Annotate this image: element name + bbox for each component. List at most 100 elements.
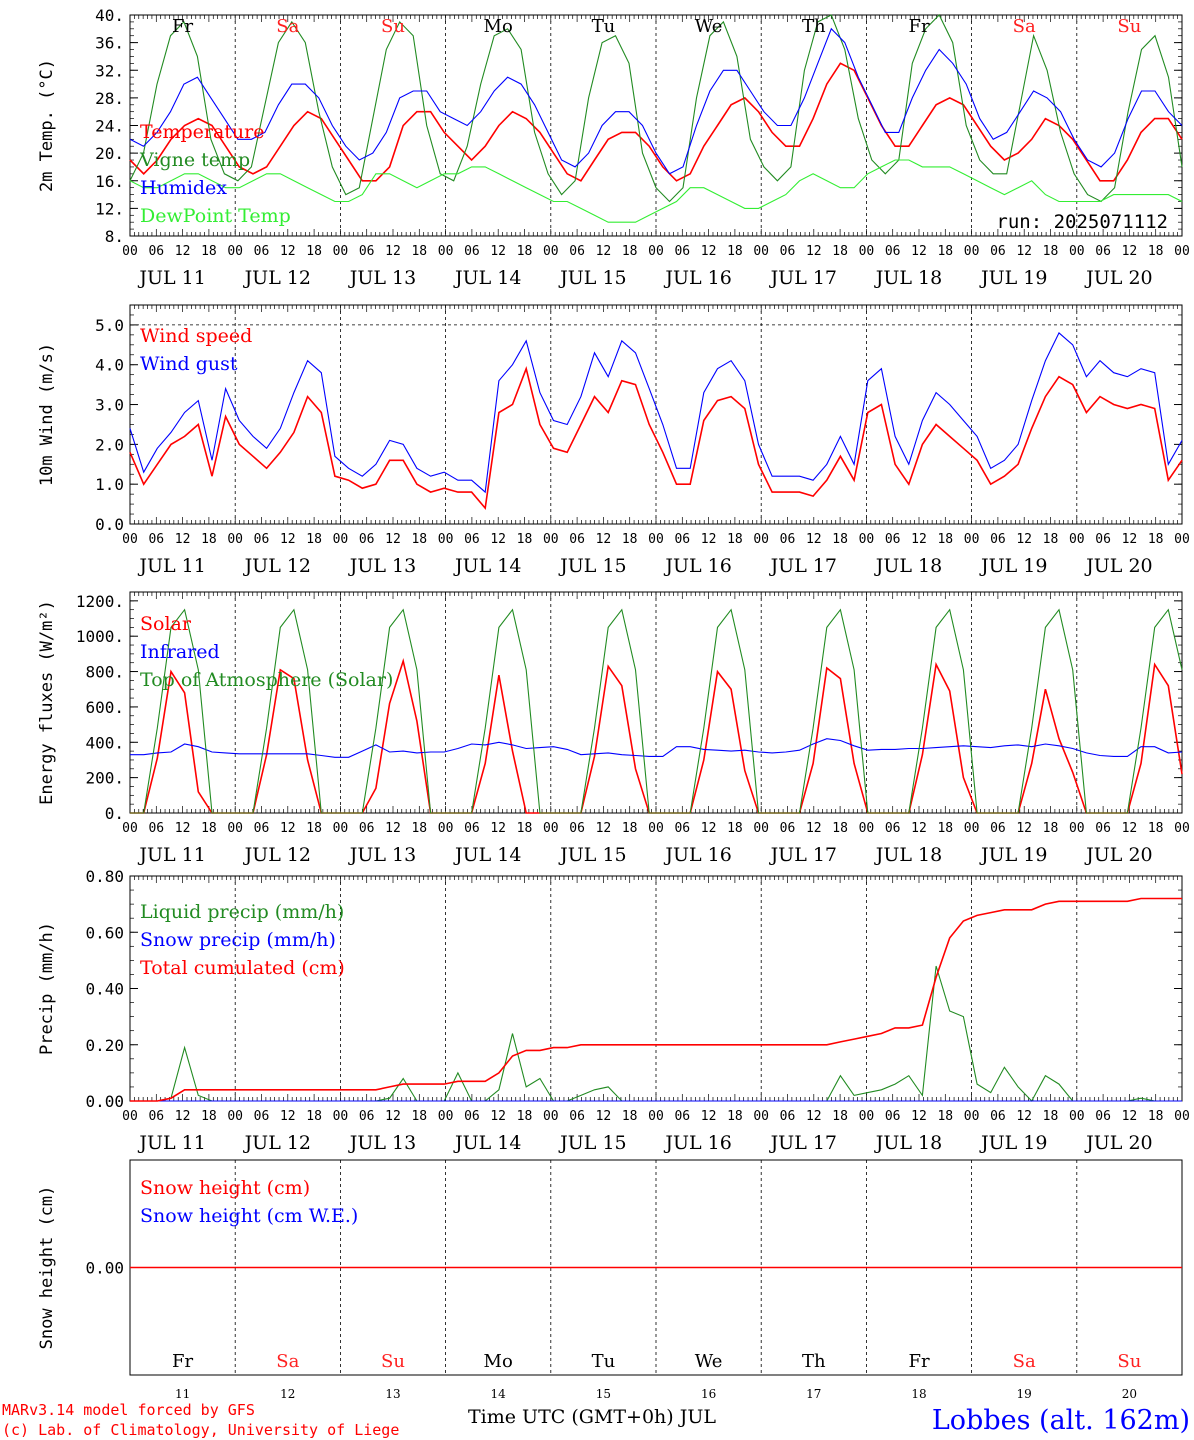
hour-tick-label: 00 (122, 244, 138, 259)
hour-tick-label: 18 (1043, 244, 1059, 259)
legend-entry: Snow height (cm W.E.) (140, 1205, 358, 1227)
hour-tick-label: 00 (333, 532, 349, 547)
hour-tick-label: 00 (1174, 821, 1190, 836)
hour-tick-label: 18 (1148, 821, 1164, 836)
hour-tick-label: 18 (306, 244, 322, 259)
day-number-label: 15 (596, 1387, 611, 1401)
hour-tick-label: 12 (175, 821, 191, 836)
hour-tick-label: 12 (385, 532, 401, 547)
series-top-of-atmosphere-solar (130, 608, 1183, 814)
y-tick-label: 0.80 (85, 867, 124, 886)
y-tick-label: 0.40 (85, 980, 124, 999)
weekday-label: Fr (908, 1351, 929, 1372)
day-number-label: 14 (491, 1387, 507, 1401)
series-vigne-temp (129, 14, 1183, 203)
hour-tick-label: 06 (464, 244, 480, 259)
date-label: JUL 14 (453, 1132, 521, 1154)
hour-tick-label: 00 (543, 821, 559, 836)
hour-tick-label: 06 (148, 532, 164, 547)
hour-tick-label: 06 (1095, 821, 1111, 836)
y-axis-label: 2m Temp. (°C) (37, 59, 57, 192)
y-tick-label: 0.0 (95, 515, 124, 534)
hour-tick-label: 18 (201, 244, 217, 259)
hour-tick-label: 00 (122, 821, 138, 836)
hour-tick-label: 18 (201, 1109, 217, 1124)
hour-tick-label: 18 (832, 532, 848, 547)
hour-tick-label: 12 (1122, 1109, 1138, 1124)
hour-tick-label: 00 (648, 244, 664, 259)
y-tick-label: 12. (95, 199, 124, 218)
hour-tick-label: 00 (227, 244, 243, 259)
legend-entry: Vigne temp (139, 149, 250, 171)
hour-tick-label: 18 (832, 821, 848, 836)
hour-tick-label: 18 (411, 1109, 427, 1124)
hour-tick-label: 00 (648, 1109, 664, 1124)
legend-entry: Top of Atmosphere (Solar) (140, 669, 393, 691)
hour-tick-label: 12 (911, 532, 927, 547)
hour-tick-label: 00 (859, 821, 875, 836)
hour-tick-label: 12 (1016, 821, 1032, 836)
hour-tick-label: 18 (1043, 532, 1059, 547)
hour-tick-label: 12 (701, 821, 717, 836)
day-number-label: 13 (385, 1387, 400, 1401)
hour-tick-label: 18 (622, 821, 638, 836)
hour-tick-label: 18 (1043, 1109, 1059, 1124)
hour-tick-label: 06 (780, 532, 796, 547)
hour-tick-label: 18 (517, 821, 533, 836)
date-label: JUL 16 (663, 844, 731, 866)
hour-tick-label: 06 (569, 532, 585, 547)
hour-tick-label: 06 (990, 1109, 1006, 1124)
hour-tick-label: 00 (1069, 244, 1085, 259)
hour-tick-label: 00 (753, 532, 769, 547)
hour-tick-label: 18 (306, 821, 322, 836)
hour-tick-label: 12 (490, 532, 506, 547)
date-label: JUL 20 (1084, 1132, 1152, 1154)
hour-tick-label: 00 (753, 1109, 769, 1124)
date-label: JUL 18 (874, 1132, 942, 1154)
hour-tick-label: 00 (333, 1109, 349, 1124)
date-label: JUL 14 (453, 555, 521, 577)
station-label: Lobbes (alt. 162m) (932, 1405, 1190, 1436)
hour-tick-label: 12 (385, 1109, 401, 1124)
hour-tick-label: 12 (280, 244, 296, 259)
y-axis-label: Energy fluxes (W/m²) (37, 600, 57, 805)
hour-tick-label: 12 (1016, 532, 1032, 547)
hour-tick-label: 12 (911, 1109, 927, 1124)
hour-tick-label: 18 (727, 532, 743, 547)
y-tick-label: 5.0 (95, 316, 124, 335)
hour-tick-label: 18 (517, 1109, 533, 1124)
y-tick-label: 800. (85, 663, 124, 682)
weekday-label: Sa (1013, 16, 1036, 37)
date-label: JUL 11 (137, 1132, 205, 1154)
panel-2: 0.0 1.0 2.0 3.0 4.0 5.0 10m Wind (m/s) Wind spe… (37, 304, 1190, 577)
hour-tick-label: 06 (1095, 1109, 1111, 1124)
date-label: JUL 16 (663, 555, 731, 577)
legend-entry: Solar (140, 613, 192, 635)
date-label: JUL 12 (243, 555, 311, 577)
date-label: JUL 14 (453, 267, 521, 289)
hour-tick-label: 06 (254, 244, 270, 259)
legend-entry: Snow precip (mm/h) (140, 929, 336, 951)
date-label: JUL 17 (769, 1132, 837, 1154)
hour-tick-label: 06 (148, 1109, 164, 1124)
date-label: JUL 13 (348, 267, 416, 289)
hour-tick-label: 00 (122, 1109, 138, 1124)
panel-5: 0.00 Snow height (cm) Snow height (cm) Snow… (37, 1159, 1183, 1401)
hour-tick-label: 18 (937, 1109, 953, 1124)
weekday-label: Su (1117, 16, 1141, 37)
hour-tick-label: 18 (622, 1109, 638, 1124)
hour-tick-label: 00 (753, 821, 769, 836)
hour-tick-label: 00 (333, 821, 349, 836)
panel-1: 8. 12. 16. 20. 24. 28. 32. 36. 40. 2m Temp. (°C) T… (37, 6, 1190, 289)
hour-tick-label: 00 (438, 244, 454, 259)
y-tick-label: 16. (95, 172, 124, 191)
hour-tick-label: 18 (727, 1109, 743, 1124)
hour-tick-label: 06 (674, 532, 690, 547)
y-tick-label: 40. (95, 6, 124, 25)
hour-tick-label: 00 (438, 1109, 454, 1124)
hour-tick-label: 00 (964, 821, 980, 836)
y-axis-label: Precip (mm/h) (37, 922, 57, 1055)
hour-tick-label: 00 (859, 244, 875, 259)
series-total-cumulated-cm (130, 897, 1182, 1102)
